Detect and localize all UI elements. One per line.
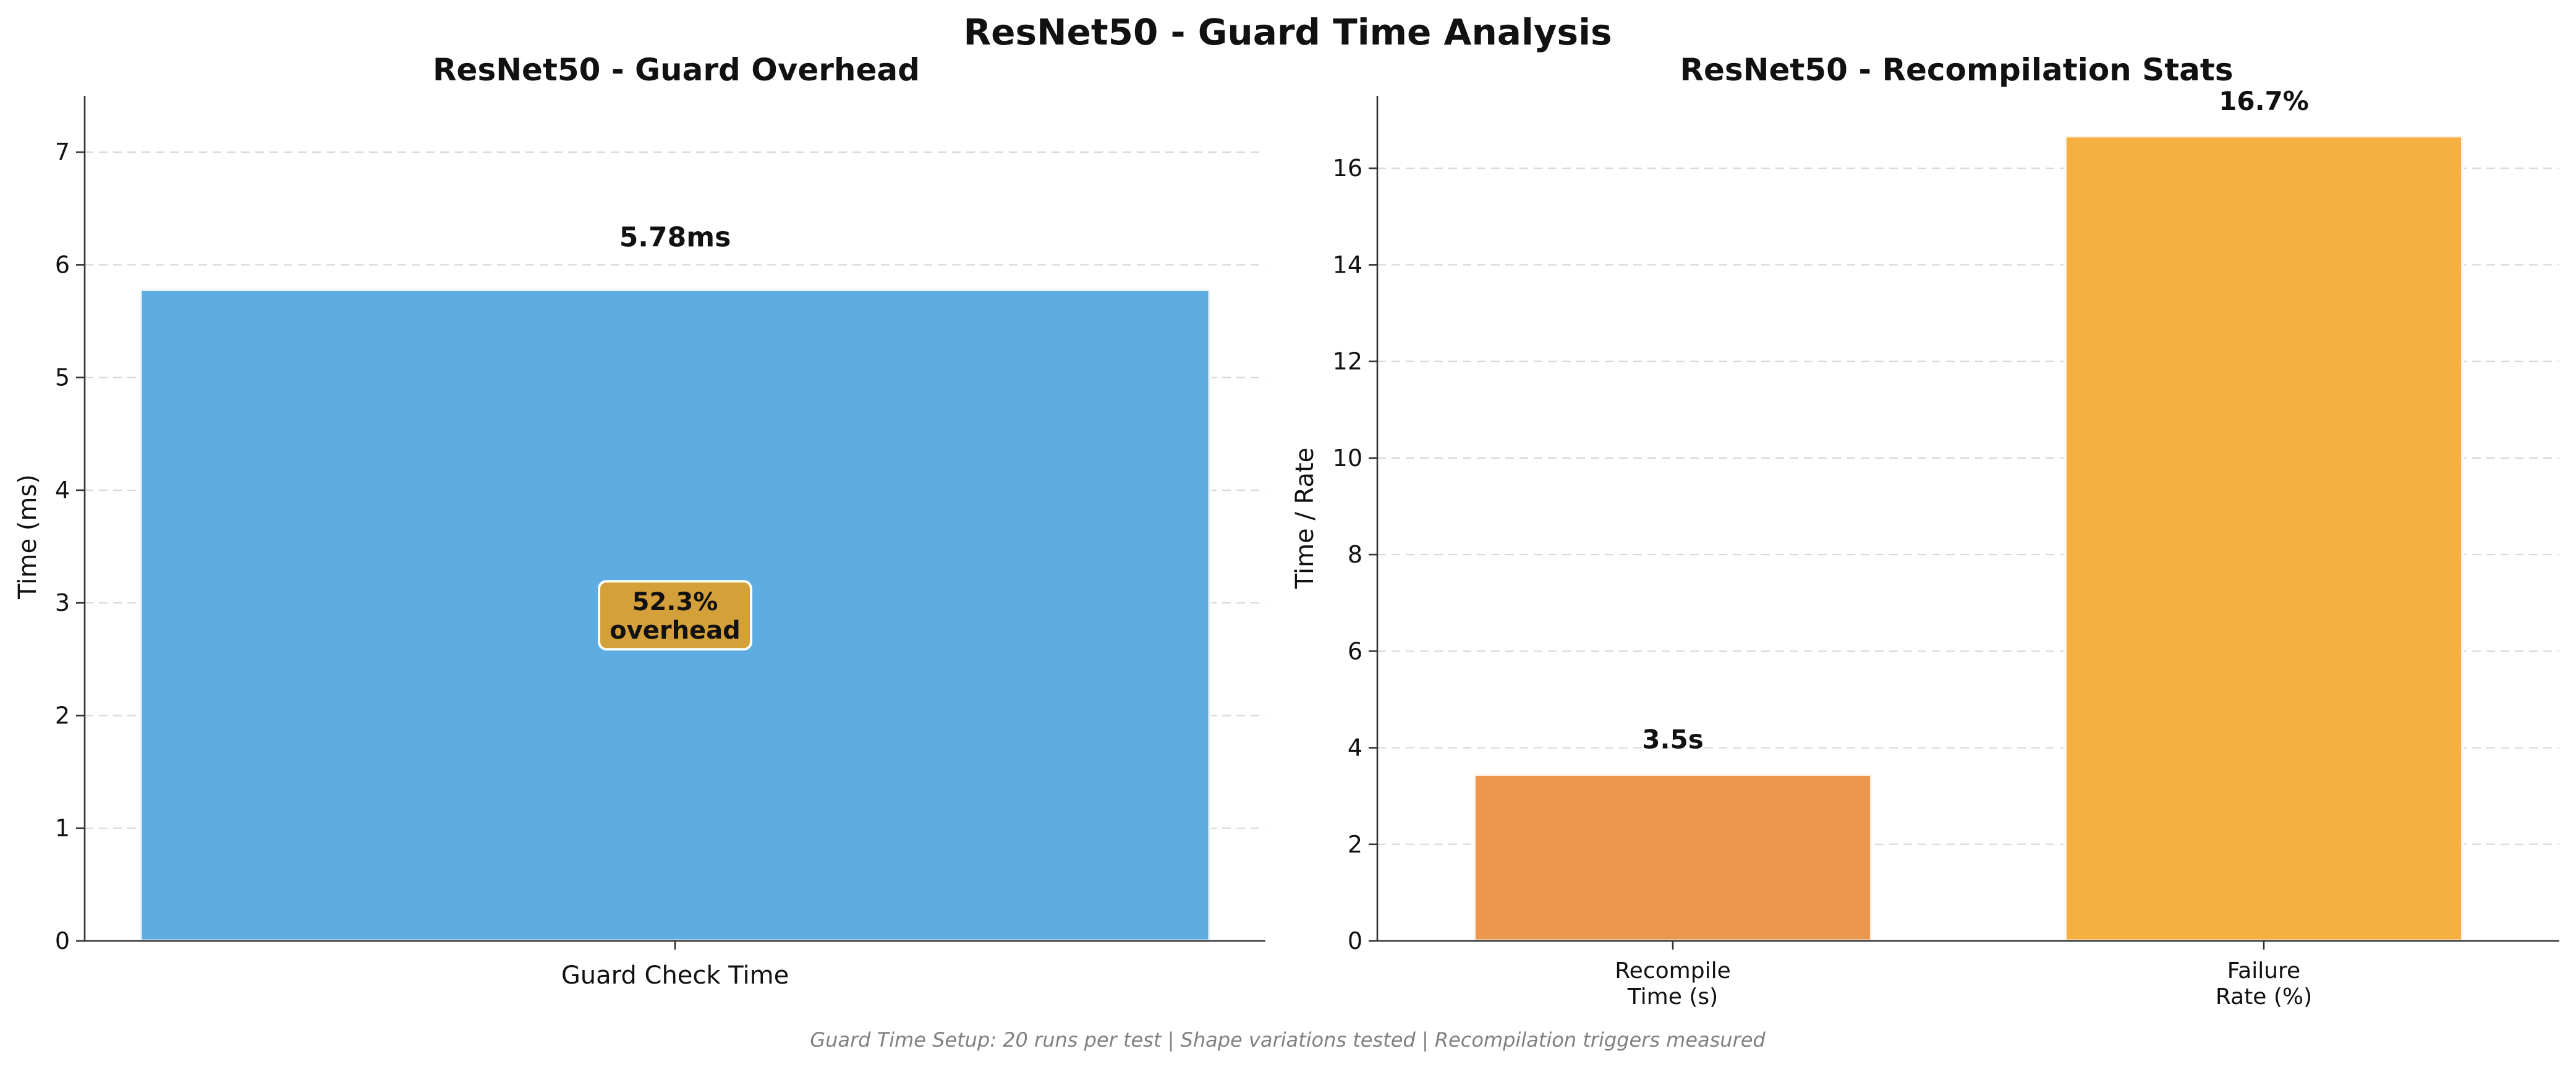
annotation-label: overhead bbox=[610, 616, 741, 645]
recompilation-stats-title: ResNet50 - Recompilation Stats bbox=[1680, 52, 2234, 88]
y-tick-label: 10 bbox=[1333, 445, 1362, 472]
figure-title: ResNet50 - Guard Time Analysis bbox=[964, 11, 1612, 53]
y-tick-label: 12 bbox=[1333, 348, 1362, 375]
data-label: 5.78ms bbox=[619, 221, 731, 253]
y-tick-label: 0 bbox=[1348, 927, 1362, 955]
y-tick-label: 7 bbox=[55, 138, 70, 166]
x-category-label: Rate (%) bbox=[2216, 984, 2312, 1010]
recompilation-stats-chart: ResNet50 - Recompilation Stats Time / Ra… bbox=[1291, 52, 2559, 1010]
bar bbox=[2064, 134, 2464, 943]
recompilation-stats-ylabel: Time / Rate bbox=[1291, 448, 1319, 590]
x-category-label: Time (s) bbox=[1627, 984, 1718, 1010]
data-label: 16.7% bbox=[2219, 86, 2309, 116]
bar bbox=[1473, 773, 1873, 943]
y-tick-label: 8 bbox=[1348, 541, 1362, 568]
y-tick-label: 3 bbox=[55, 589, 70, 616]
y-tick-label: 6 bbox=[55, 251, 70, 278]
y-tick-label: 5 bbox=[55, 364, 70, 391]
y-tick-label: 2 bbox=[55, 702, 70, 729]
overhead-annotation: 52.3%overhead bbox=[598, 580, 752, 651]
y-tick-label: 6 bbox=[1348, 637, 1362, 665]
x-category-label: Failure bbox=[2227, 958, 2300, 984]
annotation-percent: 52.3% bbox=[632, 588, 718, 616]
x-category-label: Guard Check Time bbox=[561, 961, 789, 990]
y-tick-label: 0 bbox=[55, 927, 70, 955]
y-tick-label: 4 bbox=[1348, 734, 1362, 762]
y-tick-label: 4 bbox=[55, 477, 70, 504]
y-tick-label: 14 bbox=[1333, 251, 1362, 278]
guard-overhead-title: ResNet50 - Guard Overhead bbox=[433, 52, 920, 88]
y-tick-label: 1 bbox=[55, 815, 70, 842]
footnote: Guard Time Setup: 20 runs per test | Sha… bbox=[810, 1028, 1766, 1052]
guard-overhead-ylabel: Time (ms) bbox=[14, 474, 42, 600]
y-tick-label: 16 bbox=[1333, 155, 1362, 182]
data-label: 3.5s bbox=[1642, 725, 1703, 755]
guard-overhead-chart: ResNet50 - Guard Overhead Time (ms) 0 1 2 3… bbox=[14, 52, 1265, 990]
y-tick-label: 2 bbox=[1348, 831, 1362, 858]
x-category-label: Recompile bbox=[1615, 958, 1730, 984]
annotation-box bbox=[598, 580, 752, 651]
